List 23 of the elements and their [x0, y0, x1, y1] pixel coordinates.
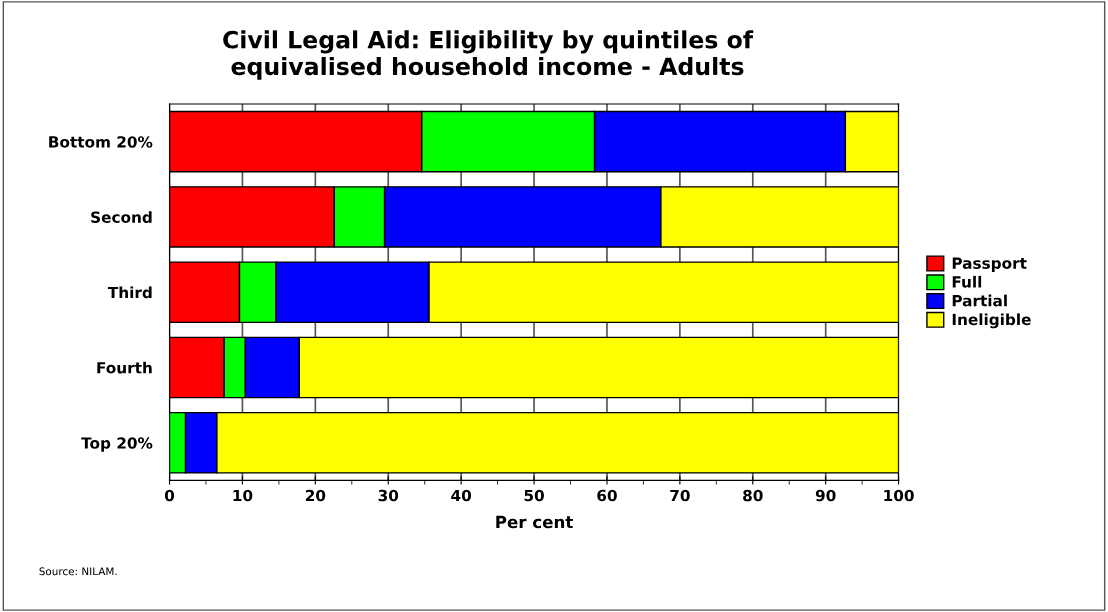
x-tick-label: 70	[670, 489, 690, 502]
x-tick-label: 0	[164, 489, 175, 502]
x-tick-label: 90	[815, 489, 836, 502]
y-tick-label: Fourth	[97, 361, 152, 374]
legend-label: Partial	[952, 294, 1007, 307]
x-tick-label: 10	[233, 489, 253, 502]
x-tick-label: 30	[378, 489, 399, 502]
x-tick-label: 50	[524, 489, 544, 502]
legend-label: Ineligible	[952, 313, 1031, 329]
x-tick-label: 100	[884, 489, 914, 502]
y-tick-label: Second	[91, 211, 152, 223]
y-tick-label: Third	[107, 286, 152, 299]
x-tick-label: 20	[305, 489, 326, 502]
legend-label: Passport	[952, 257, 1027, 272]
x-tick-label: 80	[743, 489, 763, 502]
y-tick-label: Bottom 20%	[49, 136, 153, 148]
source-note: Source: NILAM.	[39, 567, 117, 576]
x-tick-label: 60	[597, 489, 617, 502]
legend-label: Full	[952, 275, 982, 288]
chart-title: Civil Legal Aid: Eligibility by quintiles of equivalised household income - Adults	[223, 30, 754, 80]
y-tick-label: Top 20%	[81, 437, 153, 452]
x-axis-title: Per cent	[496, 515, 573, 529]
x-tick-label: 40	[451, 489, 472, 502]
